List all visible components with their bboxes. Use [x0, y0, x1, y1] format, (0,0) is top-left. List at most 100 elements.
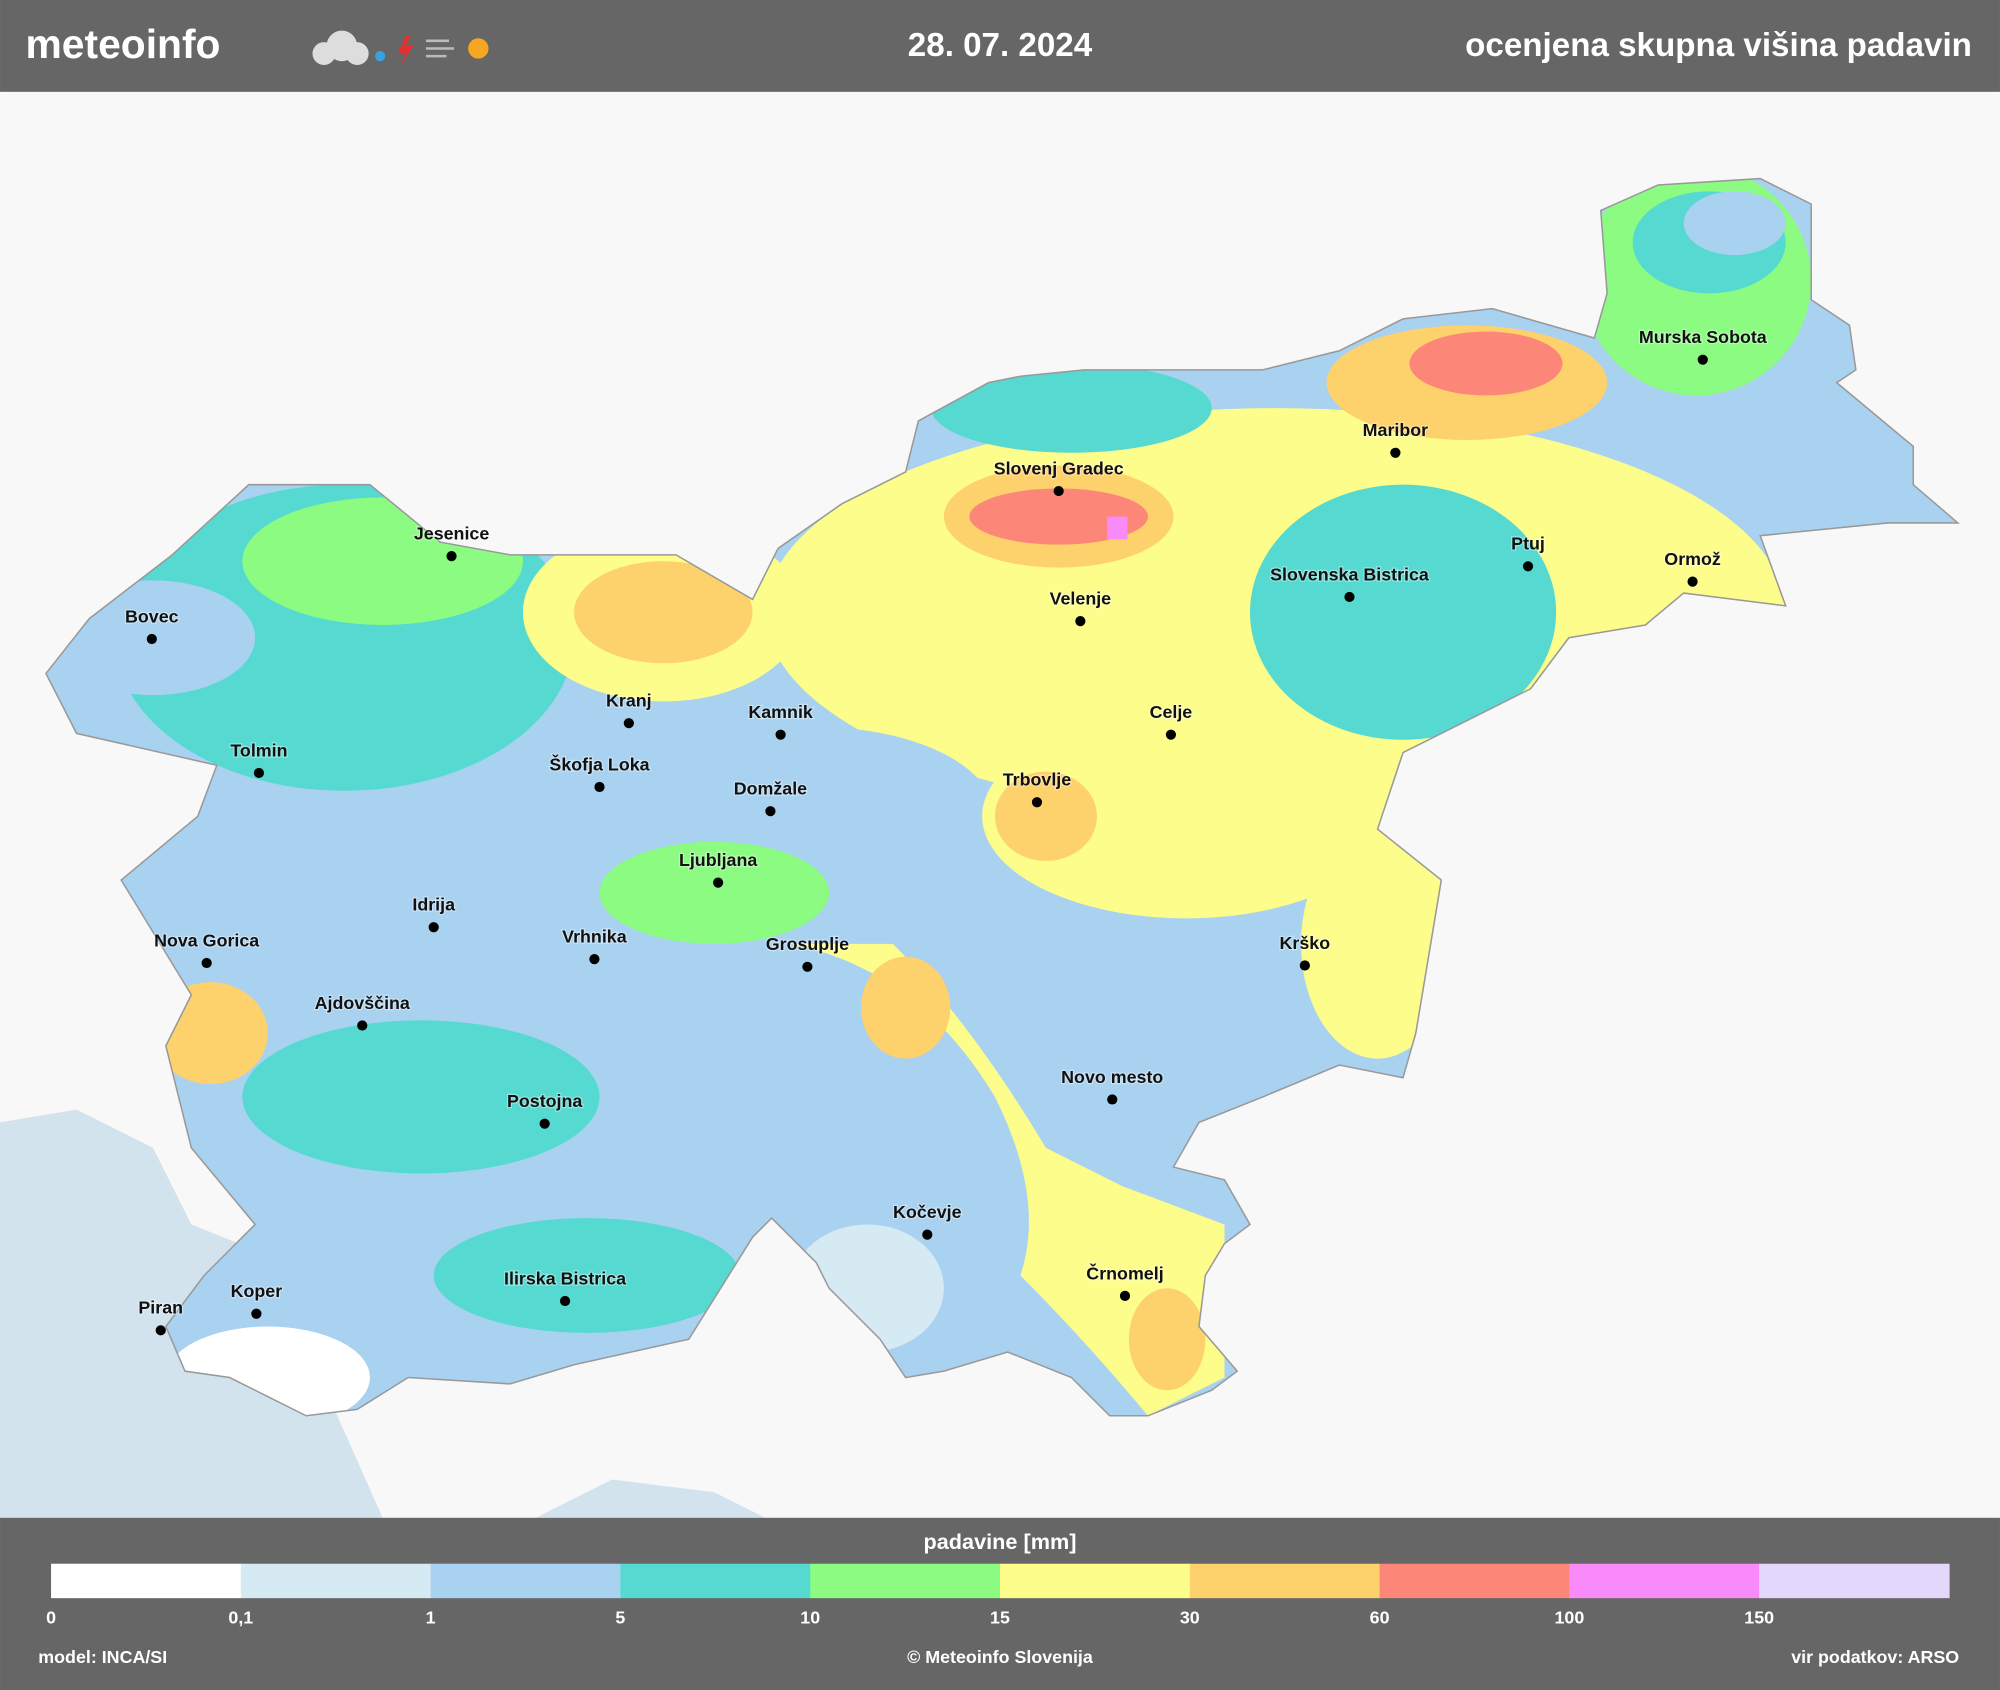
weather-icons	[312, 30, 489, 67]
legend-tick-label: 10	[800, 1607, 820, 1627]
city-dot	[1697, 354, 1708, 365]
icon-wind	[426, 39, 455, 58]
city-dot	[251, 1308, 262, 1319]
city-label: Celje	[1150, 702, 1193, 722]
city-dot	[1119, 1290, 1131, 1301]
legend: 0 0,1 1 5 10 15 30 60 100 150	[46, 1563, 1950, 1627]
city-dot	[775, 729, 786, 740]
city-label: Grosuplje	[766, 934, 849, 954]
city-dot	[1299, 960, 1310, 971]
map-title: ocenjena skupna višina padavin	[1465, 27, 1972, 64]
city-dot	[1522, 561, 1534, 572]
city-dot	[1031, 797, 1043, 808]
city-dot	[589, 954, 600, 965]
city-label: Slovenj Gradec	[994, 458, 1124, 478]
source: vir podatkov: ARSO	[1791, 1647, 1959, 1667]
field-zone	[860, 956, 951, 1059]
city-label: Bovec	[125, 606, 179, 626]
city-label: Postojna	[507, 1091, 583, 1111]
city-label: Trbovlje	[1003, 770, 1071, 790]
city-label: Krško	[1280, 933, 1331, 953]
city-dot	[446, 551, 457, 562]
city-dot	[1165, 729, 1177, 740]
city-dot	[594, 781, 605, 793]
field-zone	[573, 561, 753, 664]
field-zone	[994, 771, 1097, 861]
city-label: Ormož	[1664, 549, 1721, 569]
city-dot	[357, 1020, 368, 1031]
city-label: Kamnik	[748, 702, 813, 722]
legend-swatch	[1569, 1563, 1760, 1599]
city-dot	[1390, 447, 1401, 458]
city-label: Tolmin	[230, 740, 287, 760]
city-label: Piran	[138, 1298, 183, 1318]
legend-swatch	[430, 1563, 622, 1599]
city-dot	[802, 961, 813, 972]
legend-swatch	[1000, 1563, 1191, 1599]
city-label: Škofja Loka	[549, 753, 650, 774]
legend-title: padavine [mm]	[924, 1529, 1077, 1554]
field-zone	[1249, 484, 1557, 740]
cities: Murska Sobota Maribor Slovenj Gradec Ptuj Or…	[124, 326, 1769, 1336]
city-label: Črnomelj	[1086, 1262, 1163, 1283]
city-dot	[765, 806, 776, 817]
field-zone	[1409, 331, 1563, 396]
legend-tick-label: 5	[615, 1607, 625, 1627]
brand: meteoinfo	[26, 21, 221, 67]
field-zone	[242, 1020, 600, 1174]
city-label: Maribor	[1363, 420, 1428, 440]
copyright: © Meteoinfo Slovenija	[907, 1647, 1094, 1667]
legend-tick-label: 60	[1370, 1607, 1390, 1627]
city-dot	[713, 877, 724, 888]
city-label: Ilirska Bistrica	[504, 1268, 627, 1288]
city-dot	[922, 1229, 933, 1240]
legend-tick-label: 15	[990, 1607, 1010, 1627]
city-label: Kranj	[606, 691, 652, 711]
legend-tick-label: 1	[426, 1607, 436, 1627]
city-dot	[1344, 591, 1355, 603]
city-label: Velenje	[1050, 589, 1112, 609]
field-zone	[982, 714, 1391, 919]
city-dot	[623, 718, 634, 729]
legend-swatch	[1759, 1563, 1950, 1599]
field-zone	[1301, 829, 1455, 1059]
city-dot	[146, 633, 157, 645]
city-dot	[559, 1295, 571, 1307]
model: model: INCA/SI	[38, 1647, 167, 1667]
legend-tick-label: 30	[1180, 1607, 1200, 1627]
city-label: Murska Sobota	[1639, 327, 1768, 347]
city-label: Idrija	[412, 895, 456, 915]
field-zone	[1107, 516, 1128, 540]
legend-tick-label: 100	[1554, 1607, 1584, 1627]
legend-tick-label: 150	[1744, 1607, 1774, 1627]
field-zone	[1683, 191, 1786, 256]
city-label: Nova Gorica	[154, 930, 260, 950]
city-label: Vrhnika	[562, 927, 628, 947]
legend-swatch	[1379, 1563, 1571, 1599]
city-dot	[155, 1325, 166, 1336]
field-zone	[790, 943, 1225, 1416]
legend-swatch	[810, 1563, 1001, 1599]
city-label: Ptuj	[1511, 534, 1545, 554]
city-dot	[1107, 1094, 1118, 1105]
field-zone	[599, 841, 830, 944]
icon-drop	[375, 51, 386, 62]
footer-bar	[0, 1517, 2000, 1690]
legend-tick-label: 0	[46, 1607, 56, 1627]
legend-tick-label: 0,1	[228, 1607, 253, 1627]
field-zone	[1128, 1288, 1206, 1391]
city-label: Koper	[231, 1281, 283, 1301]
city-label: Novo mesto	[1061, 1067, 1163, 1087]
icon-lightning	[397, 35, 414, 67]
city-dot	[1075, 616, 1086, 627]
legend-swatch	[620, 1563, 811, 1599]
city-dot	[428, 922, 439, 933]
field-zone	[433, 1218, 740, 1333]
field-zone	[969, 488, 1148, 545]
legend-swatch	[51, 1563, 242, 1599]
city-dot	[1687, 576, 1698, 587]
lake	[535, 1479, 766, 1518]
icon-sun	[468, 38, 489, 59]
